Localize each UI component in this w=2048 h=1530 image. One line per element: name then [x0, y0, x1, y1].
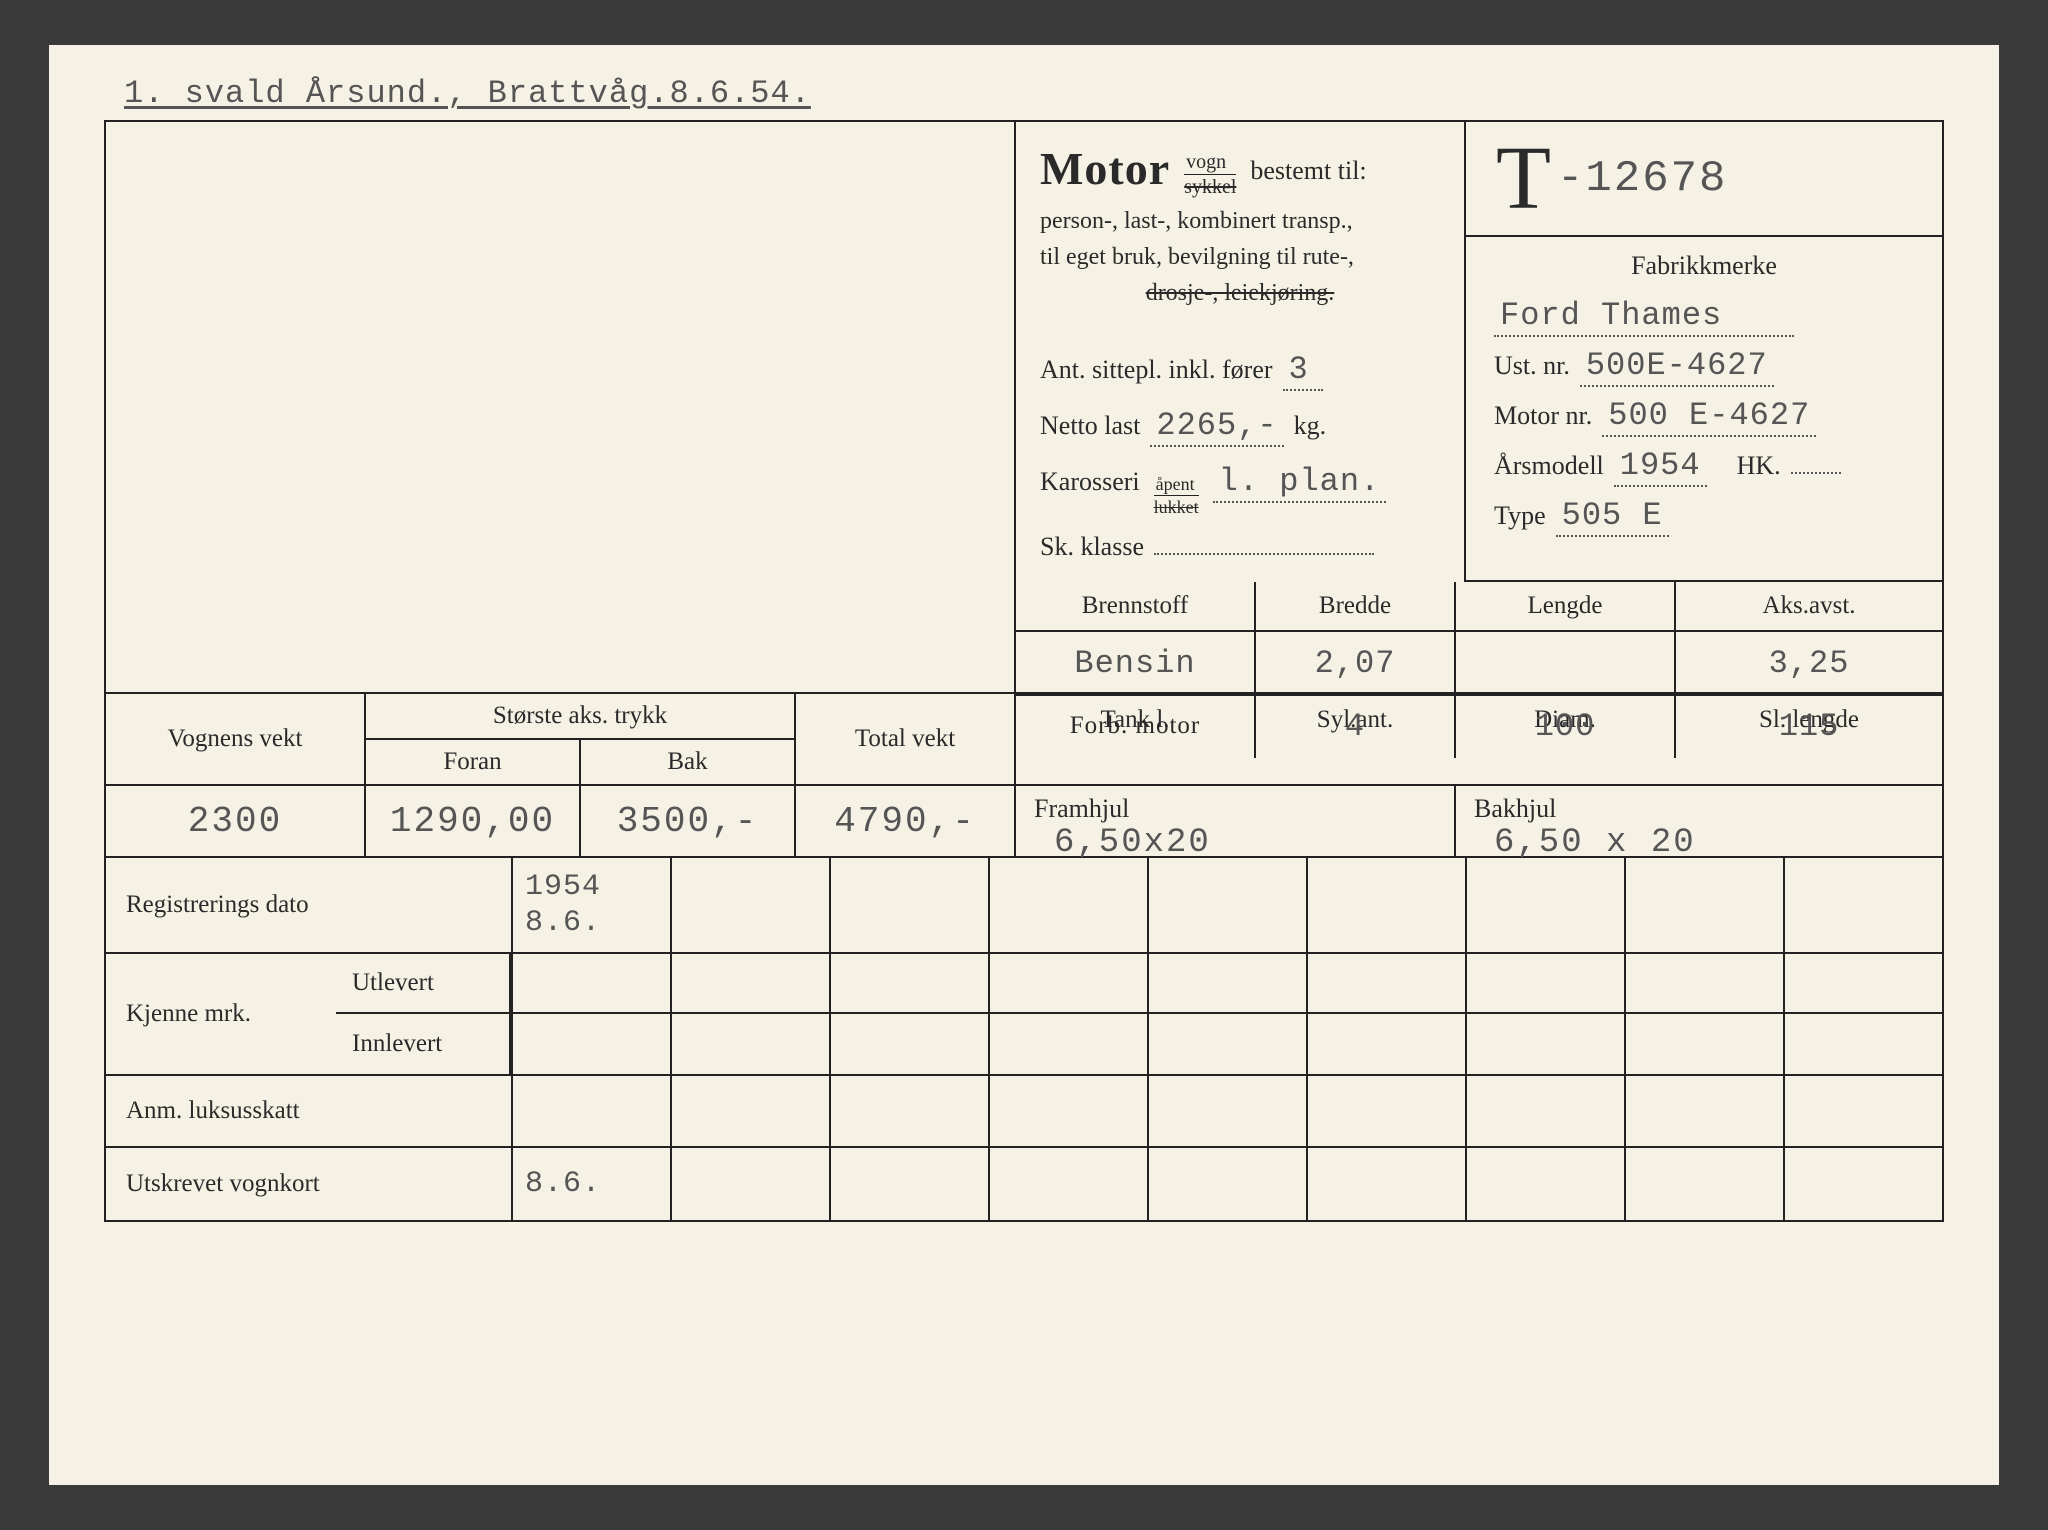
utskrevet-vognkort-label: Utskrevet vognkort [106, 1148, 511, 1220]
framhjul-block: Framhjul 6,50x20 [1016, 786, 1456, 856]
utskrevet-vognkort-value: 8.6. [511, 1148, 670, 1220]
bakhjul-value: 6,50 x 20 [1474, 824, 1924, 862]
aarsmodell-label: Årsmodell [1494, 451, 1604, 481]
sk-klasse-value [1154, 552, 1374, 555]
sittepl-label: Ant. sittepl. inkl. fører [1040, 355, 1273, 385]
bestemt-til: bestemt til: [1250, 142, 1366, 186]
usage-line-3: drosje-, leiekjøring. [1040, 275, 1440, 311]
foran-value: 1290,00 [366, 786, 581, 856]
aapent-lukket-fraction: åpent lukket [1154, 475, 1199, 516]
fabrikkmerke-title: Fabrikkmerke [1494, 251, 1914, 281]
sllengde-value: 115 [1676, 694, 1942, 758]
hk-value [1791, 471, 1841, 474]
fabrikkmerke-value: Ford Thames [1494, 297, 1794, 337]
sk-klasse-label: Sk. klasse [1040, 532, 1144, 562]
motor-nr-label: Motor nr. [1494, 401, 1592, 431]
aarsmodell-value: 1954 [1614, 447, 1707, 487]
total-value: 4790,- [796, 786, 1016, 856]
innlevert-label: Innlevert [336, 1014, 511, 1074]
bak-label: Bak [581, 740, 794, 784]
bredde-value: 2,07 [1256, 632, 1456, 696]
usage-line-1: person-, last-, kombinert transp., [1040, 203, 1440, 239]
sittepl-value: 3 [1283, 351, 1323, 391]
weights-header-row: Vognens vekt Største aks. trykk Foran Ba… [106, 692, 1942, 784]
registration-card: 1. svald Årsund., Brattvåg.8.6.54. Motor… [49, 45, 1999, 1485]
reg-dato-value: 1954 8.6. [511, 858, 670, 952]
hk-label: HK. [1737, 451, 1781, 481]
registration-number: T -12678 [1466, 122, 1942, 237]
ust-value: 500E-4627 [1580, 347, 1774, 387]
form-grid: Motor vogn sykkel bestemt til: person-, … [104, 120, 1944, 1222]
sylant-value: 4 [1256, 694, 1456, 758]
brennstoff-header: Brennstoff [1016, 582, 1256, 632]
utlevert-label: Utlevert [336, 954, 511, 1012]
ust-label: Ust. nr. [1494, 351, 1570, 381]
blank-panel [106, 122, 1016, 692]
type-value: 505 E [1556, 497, 1669, 537]
foran-label: Foran [366, 740, 581, 784]
anm-luksus-label: Anm. luksusskatt [106, 1076, 511, 1146]
total-vekt-label: Total vekt [796, 694, 1016, 784]
vogn-sykkel-fraction: vogn sykkel [1184, 152, 1236, 197]
forb-motor-label: Forb. motor [1016, 694, 1256, 758]
reg-dato-label: Registrerings dato [106, 858, 511, 952]
type-label: Type [1494, 501, 1546, 531]
aksavst-header: Aks.avst. [1676, 582, 1942, 632]
bredde-header: Bredde [1256, 582, 1456, 632]
bottom-section: Registrerings dato 1954 8.6. Kjenne mrk.… [106, 856, 1942, 1220]
header-owner-line: 1. svald Årsund., Brattvåg.8.6.54. [104, 75, 1944, 112]
motor-nr-value: 500 E-4627 [1602, 397, 1816, 437]
diam-value: 100 [1456, 694, 1676, 758]
vognens-vekt-label: Vognens vekt [106, 694, 366, 784]
netto-label: Netto last [1040, 411, 1140, 441]
netto-unit: kg. [1294, 411, 1327, 441]
bakhjul-label: Bakhjul [1474, 794, 1924, 824]
framhjul-label: Framhjul [1034, 794, 1436, 824]
usage-line-2: til eget bruk, bevilgning til rute-, [1040, 239, 1440, 275]
karosseri-value: l. plan. [1213, 463, 1387, 503]
brennstoff-value: Bensin [1016, 632, 1256, 696]
lengde-value [1456, 632, 1676, 696]
bakhjul-block: Bakhjul 6,50 x 20 [1456, 786, 1942, 856]
kjennemerke-label: Kjenne mrk. [106, 954, 336, 1074]
framhjul-value: 6,50x20 [1034, 824, 1436, 862]
vognens-vekt-value: 2300 [106, 786, 366, 856]
fabrikkmerke-block: Fabrikkmerke Ford Thames Ust. nr. 500E-46… [1466, 237, 1942, 582]
aks-trykk-label: Største aks. trykk [366, 694, 794, 740]
karosseri-label: Karosseri [1040, 467, 1140, 497]
netto-value: 2265,- [1150, 407, 1283, 447]
motor-title: Motor [1040, 142, 1170, 195]
weights-value-row: 2300 1290,00 3500,- 4790,- Framhjul 6,50… [106, 784, 1942, 856]
bak-value: 3500,- [581, 786, 796, 856]
aksavst-value: 3,25 [1676, 632, 1942, 696]
lengde-header: Lengde [1456, 582, 1676, 632]
motor-block: Motor vogn sykkel bestemt til: person-, … [1016, 122, 1466, 582]
